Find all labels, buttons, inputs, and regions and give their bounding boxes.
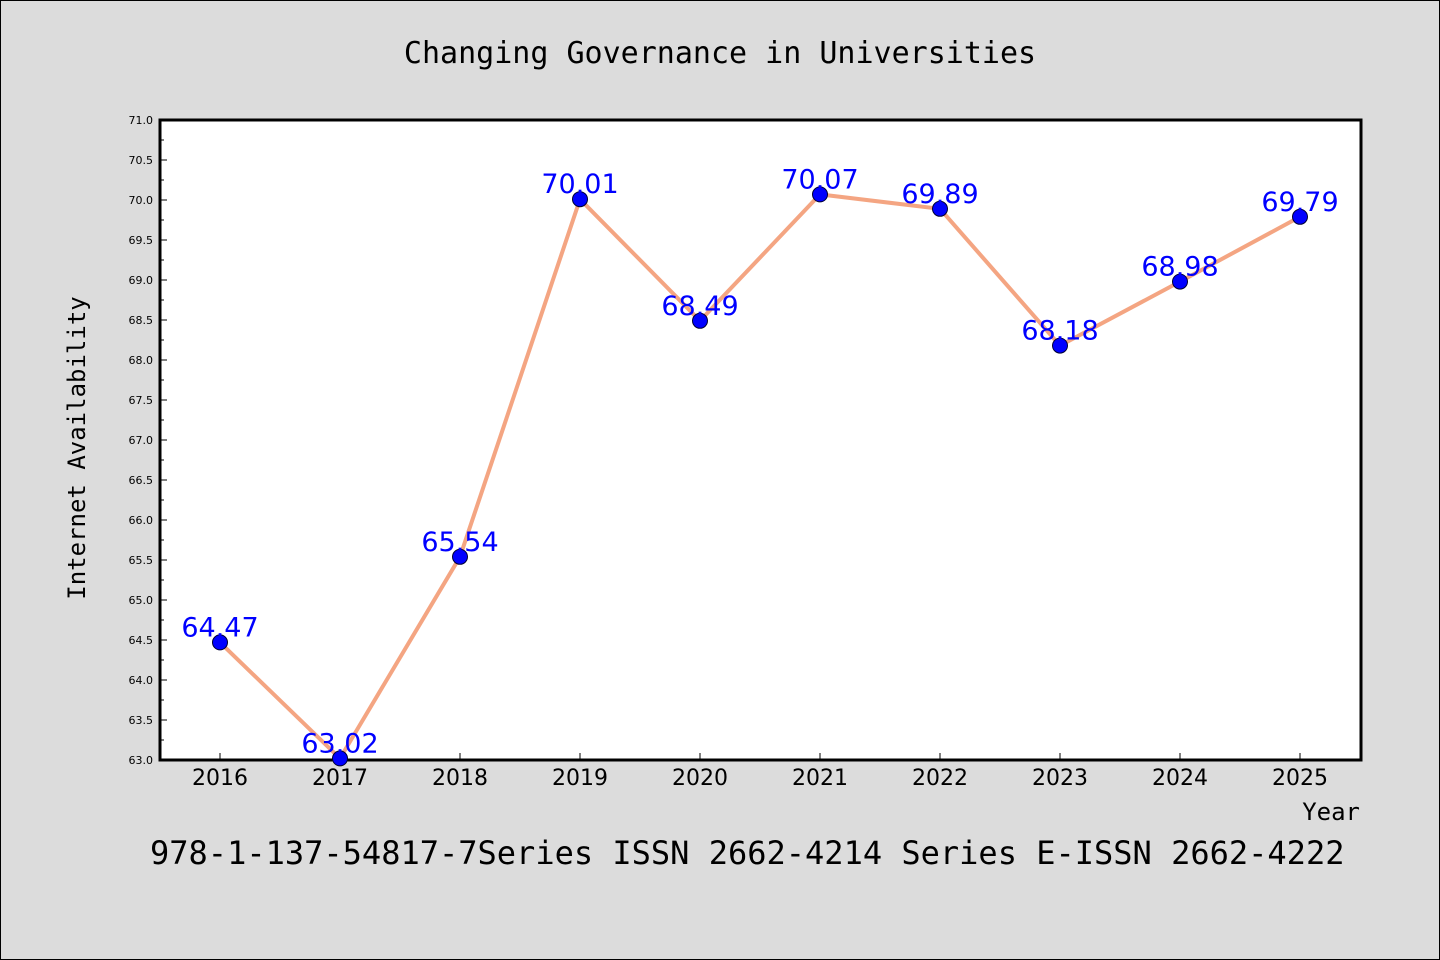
y-tick-label-11: 68.5 bbox=[129, 314, 154, 327]
chart-title: Changing Governance in Universities bbox=[404, 36, 1036, 71]
y-tick-label-12: 69.0 bbox=[129, 274, 154, 287]
y-tick-label-13: 69.5 bbox=[129, 234, 154, 247]
y-tick-label-15: 70.5 bbox=[129, 154, 154, 167]
y-tick-label-1: 63.5 bbox=[129, 714, 154, 727]
y-tick-label-16: 71.0 bbox=[129, 114, 154, 127]
data-point-2024 bbox=[1172, 273, 1188, 290]
data-label-2018: 65.54 bbox=[421, 527, 498, 558]
footer-isbn-issn: 978-1-137-54817-7Series ISSN 2662-4214 S… bbox=[150, 834, 1344, 872]
x-tick-label-7: 2023 bbox=[1032, 766, 1088, 791]
y-axis: 63.0 63.5 64.0 64.5 65.0 65.5 66.0 66.5 67.0 67.5… bbox=[129, 114, 167, 767]
x-axis-label: Year bbox=[1302, 798, 1360, 826]
data-point-2019 bbox=[572, 191, 588, 208]
y-tick-label-9: 67.5 bbox=[129, 394, 154, 407]
x-tick-label-4: 2020 bbox=[672, 766, 728, 791]
plot-area bbox=[158, 118, 1363, 762]
x-tick-label-2: 2018 bbox=[432, 766, 488, 791]
x-tick-label-3: 2019 bbox=[552, 766, 608, 791]
y-tick-label-6: 66.0 bbox=[129, 514, 154, 527]
y-tick-label-0: 63.0 bbox=[129, 754, 154, 767]
x-axis: 2016 2017 2018 2019 2020 2021 2022 2023 2024 2025 bbox=[192, 753, 1328, 791]
y-tick-label-2: 64.0 bbox=[129, 674, 154, 687]
x-tick-label-1: 2017 bbox=[312, 766, 368, 791]
y-tick-label-3: 64.5 bbox=[129, 634, 154, 647]
y-tick-label-5: 65.5 bbox=[129, 554, 154, 567]
data-point-2022 bbox=[932, 200, 948, 217]
data-point-2023 bbox=[1052, 337, 1068, 354]
x-tick-label-8: 2024 bbox=[1152, 766, 1208, 791]
x-tick-label-9: 2025 bbox=[1272, 766, 1328, 791]
x-tick-label-5: 2021 bbox=[792, 766, 848, 791]
series-line-0 bbox=[218, 192, 1302, 761]
data-label-2025: 69.79 bbox=[1261, 187, 1338, 218]
data-label-2021: 70.07 bbox=[781, 164, 858, 195]
data-label-2016: 64.47 bbox=[181, 612, 258, 643]
y-axis-label: Internet Availability bbox=[63, 296, 91, 599]
y-tick-label-4: 65.0 bbox=[129, 594, 154, 607]
data-point-2025 bbox=[1292, 208, 1308, 225]
data-label-2019: 70.01 bbox=[541, 169, 618, 200]
data-label-2022: 69.89 bbox=[901, 179, 978, 210]
x-tick-label-0: 2016 bbox=[192, 766, 248, 791]
y-tick-label-10: 68.0 bbox=[129, 354, 154, 367]
y-tick-label-14: 70.0 bbox=[129, 194, 154, 207]
data-point-2021 bbox=[812, 186, 828, 203]
y-tick-label-8: 67.0 bbox=[129, 434, 154, 447]
data-label-2024: 68.98 bbox=[1141, 252, 1218, 283]
x-tick-label-6: 2022 bbox=[912, 766, 968, 791]
data-point-2018 bbox=[452, 548, 468, 565]
data-point-2016 bbox=[212, 634, 228, 651]
data-label-2017: 63.02 bbox=[301, 728, 378, 759]
series-layer: 64.47 63.02 65.54 70.01 68.49 70.07 69.89 68.18… bbox=[181, 164, 1339, 767]
data-point-2017 bbox=[332, 750, 348, 767]
y-tick-label-7: 66.5 bbox=[129, 474, 154, 487]
data-label-2020: 68.49 bbox=[661, 291, 738, 322]
data-point-2020 bbox=[692, 312, 708, 329]
data-label-2023: 68.18 bbox=[1021, 316, 1098, 347]
